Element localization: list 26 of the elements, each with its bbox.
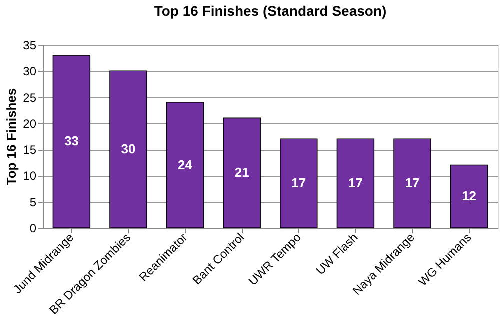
bar [450, 164, 488, 228]
y-tick-label: 25 [23, 90, 37, 105]
data-label: 30 [121, 142, 136, 157]
data-label: 17 [292, 176, 306, 191]
data-label: 21 [234, 165, 250, 180]
y-axis-title: Top 16 Finishes [4, 88, 20, 186]
data-label: 17 [348, 176, 363, 191]
y-tick-label: 10 [23, 169, 37, 184]
y-tick-label: 0 [30, 222, 37, 236]
data-label: 17 [405, 176, 420, 191]
bar [52, 55, 91, 228]
bar [223, 118, 261, 228]
bar [394, 138, 432, 228]
chart-title: Top 16 Finishes (Standard Season) [154, 3, 387, 19]
bar [166, 102, 204, 228]
bar [336, 138, 375, 228]
data-label: 12 [462, 188, 477, 204]
bar [110, 70, 148, 228]
data-label: 24 [178, 157, 194, 172]
y-tick-label: 15 [23, 143, 37, 158]
data-label: 33 [64, 134, 79, 149]
bar [280, 138, 318, 228]
y-tick-label: 5 [30, 195, 37, 210]
y-tick-label: 35 [23, 38, 37, 52]
y-tick-label: 20 [23, 116, 37, 131]
y-tick-label: 30 [23, 64, 37, 79]
